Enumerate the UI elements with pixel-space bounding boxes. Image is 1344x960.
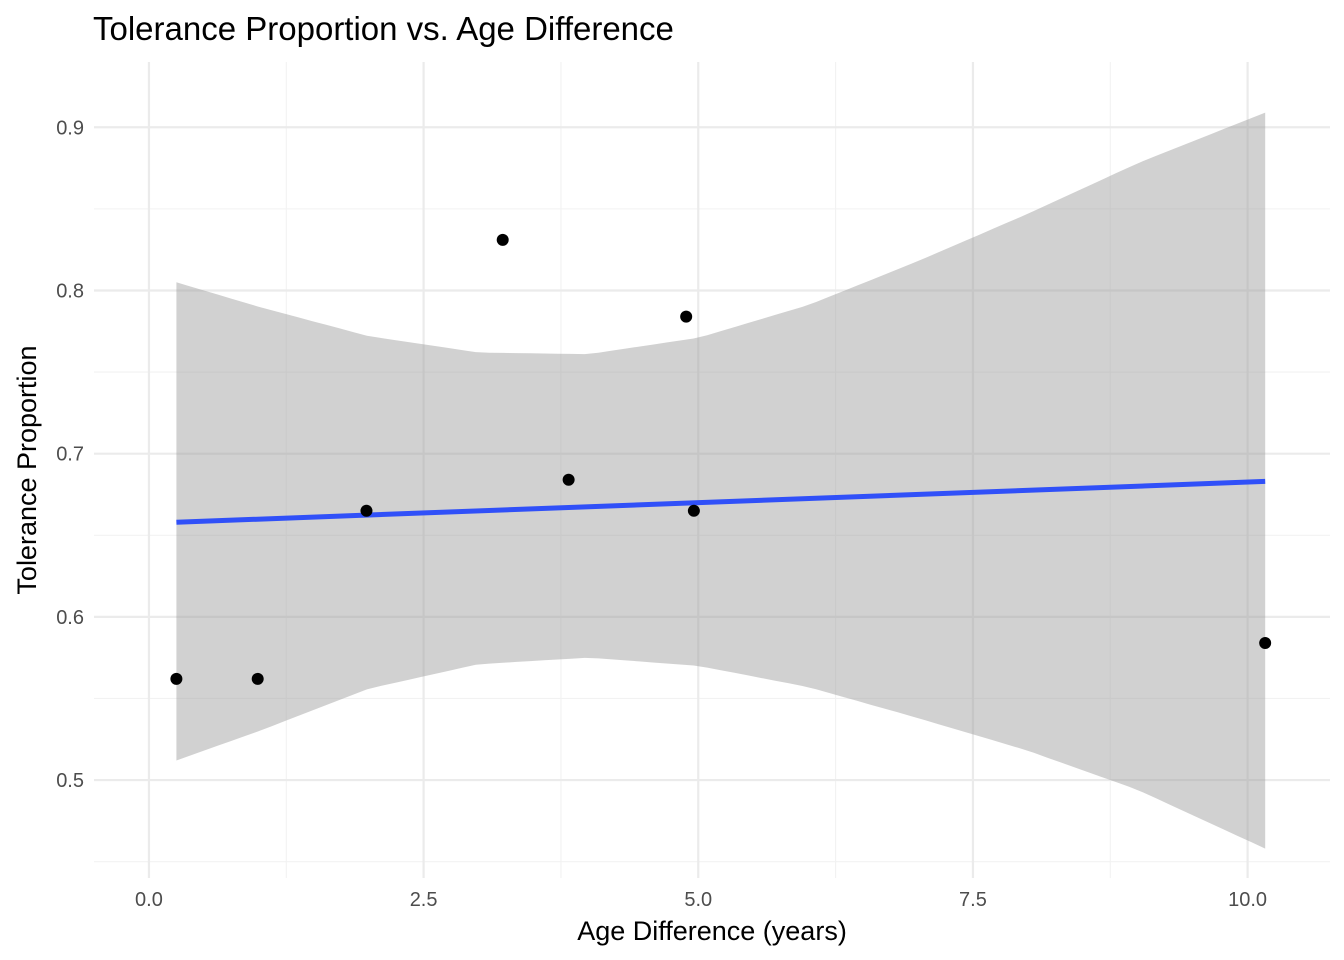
x-tick-label: 10.0 <box>1228 889 1267 911</box>
y-tick-label: 0.9 <box>56 117 84 139</box>
data-point <box>687 504 700 517</box>
x-tick-label: 2.5 <box>410 889 438 911</box>
confidence-band <box>176 112 1266 849</box>
x-axis-title: Age Difference (years) <box>577 916 847 946</box>
y-axis-title: Tolerance Proportion <box>12 345 42 594</box>
fit-line-layer <box>176 478 1266 525</box>
y-tick-label: 0.8 <box>56 280 84 302</box>
data-points <box>170 233 1272 685</box>
y-tick-label: 0.6 <box>56 607 84 629</box>
confidence-band-layer <box>176 112 1266 849</box>
x-tick-label: 0.0 <box>135 889 163 911</box>
y-tick-label: 0.7 <box>56 444 84 466</box>
x-tick-label: 7.5 <box>959 889 987 911</box>
y-tick-label: 0.5 <box>56 770 84 792</box>
data-point <box>562 473 575 486</box>
data-point <box>360 504 373 517</box>
grid <box>94 62 1330 878</box>
x-tick-label: 5.0 <box>684 889 712 911</box>
data-point <box>170 672 183 685</box>
data-point <box>680 310 693 323</box>
regression-line <box>176 478 1266 525</box>
data-point <box>251 672 264 685</box>
chart-title: Tolerance Proportion vs. Age Difference <box>93 10 674 47</box>
data-point <box>496 233 509 246</box>
data-point <box>1259 636 1272 649</box>
tick-labels: 0.0 2.5 5.0 7.5 10.0 0.5 0.6 0.7 0.8 0.9 <box>56 117 1267 911</box>
